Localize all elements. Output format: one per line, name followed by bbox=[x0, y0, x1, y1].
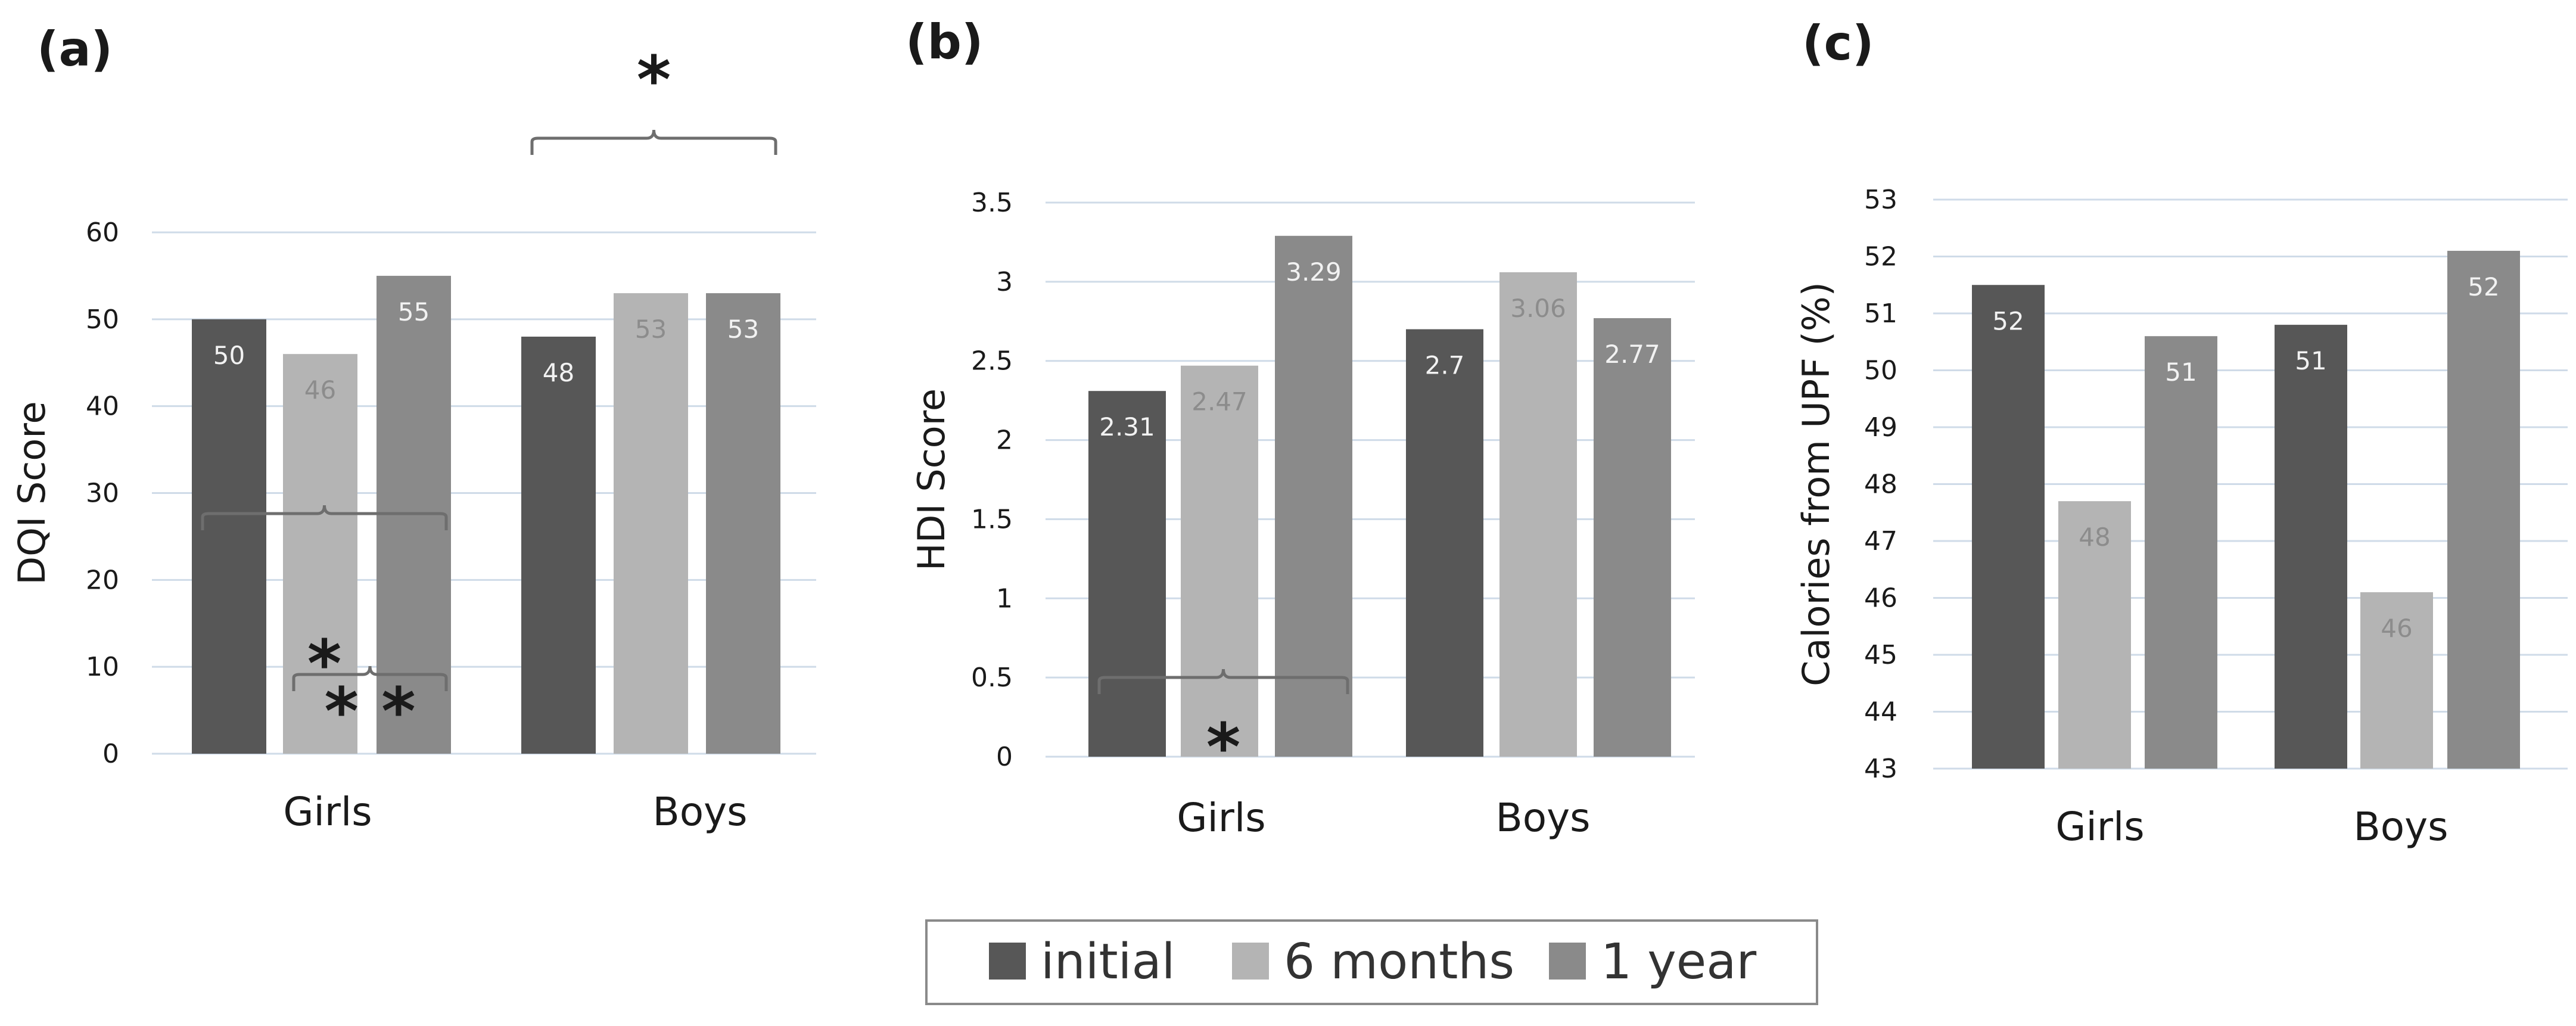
bar-6-months-girls bbox=[2058, 501, 2131, 769]
data-label: 2.31 bbox=[1099, 412, 1155, 442]
y-tick-label: 51 bbox=[1864, 299, 1897, 329]
significance-marker: * bbox=[637, 42, 671, 118]
y-tick-label: 48 bbox=[1864, 470, 1897, 500]
data-label: 46 bbox=[304, 375, 336, 405]
y-tick-label: 46 bbox=[1864, 583, 1897, 614]
data-label: 3.06 bbox=[1510, 294, 1566, 323]
y-tick-label: 3.5 bbox=[971, 188, 1013, 218]
significance-marker: * bbox=[307, 626, 342, 702]
panel-label: (c) bbox=[1802, 15, 1874, 71]
significance-bracket bbox=[292, 666, 448, 691]
bar-initial-boys bbox=[521, 337, 596, 754]
y-tick-label: 0 bbox=[996, 742, 1013, 772]
y-tick-label: 1 bbox=[996, 583, 1013, 614]
y-tick-label: 0 bbox=[102, 739, 119, 769]
y-tick-label: 2.5 bbox=[971, 346, 1013, 377]
bar-1-year-boys bbox=[2447, 250, 2520, 769]
data-label: 48 bbox=[2079, 523, 2110, 552]
y-axis-title: HDI Score bbox=[910, 388, 953, 571]
bar-1-year-boys bbox=[1594, 318, 1671, 757]
data-label: 53 bbox=[635, 315, 667, 344]
panel-a: (a) 0 10 20 30 40 50 60 DQI Score 50 48 46 53 55 53 Gir… bbox=[10, 21, 816, 835]
data-label: 48 bbox=[543, 358, 574, 387]
y-tick-label: 53 bbox=[1864, 185, 1897, 215]
legend: initial 6 months 1 year bbox=[925, 919, 1818, 1005]
bar-initial-boys bbox=[2275, 325, 2347, 769]
bar-6-months-boys bbox=[614, 293, 688, 754]
y-axis-title: DQI Score bbox=[10, 401, 54, 584]
category-label: Boys bbox=[1495, 795, 1590, 841]
y-tick-label: 43 bbox=[1864, 754, 1897, 784]
y-tick-label: 10 bbox=[86, 652, 119, 682]
bar-1-year-girls bbox=[2145, 336, 2217, 769]
significance-marker: * bbox=[1206, 709, 1241, 785]
y-tick-label: 45 bbox=[1864, 640, 1897, 670]
data-label: 46 bbox=[2381, 614, 2412, 643]
legend-swatch bbox=[1232, 943, 1269, 980]
data-label: 52 bbox=[2468, 272, 2499, 301]
bar-initial-girls bbox=[1972, 285, 2045, 769]
data-label: 55 bbox=[398, 297, 430, 327]
y-tick-label: 0.5 bbox=[971, 663, 1013, 693]
legend-swatch bbox=[989, 943, 1026, 980]
category-label: Boys bbox=[652, 789, 747, 835]
bar-6-months-girls bbox=[1181, 365, 1258, 757]
y-axis-title: Calories from UPF (%) bbox=[1794, 282, 1838, 686]
data-label: 53 bbox=[727, 315, 759, 344]
significance-bracket bbox=[1097, 669, 1349, 694]
category-label: Boys bbox=[2353, 804, 2448, 850]
significance-bracket bbox=[530, 129, 777, 155]
y-tick-label: 52 bbox=[1864, 242, 1897, 272]
category-label: Girls bbox=[283, 789, 372, 835]
data-label: 2.47 bbox=[1191, 387, 1247, 416]
y-tick-label: 50 bbox=[1864, 356, 1897, 386]
legend-box bbox=[925, 919, 1818, 1005]
category-label: Girls bbox=[1177, 795, 1265, 841]
legend-swatch bbox=[1549, 943, 1586, 980]
bar-6-months-boys bbox=[1499, 272, 1577, 757]
bar-initial-girls bbox=[192, 319, 266, 754]
data-label: 2.77 bbox=[1604, 340, 1660, 369]
legend-label: initial bbox=[1041, 934, 1175, 990]
y-tick-label: 44 bbox=[1864, 697, 1897, 727]
data-label: 2.7 bbox=[1425, 351, 1465, 380]
y-tick-label: 20 bbox=[86, 565, 119, 595]
data-label: 52 bbox=[1992, 306, 2024, 335]
panel-label: (a) bbox=[37, 21, 113, 77]
y-tick-label: 30 bbox=[86, 478, 119, 509]
y-tick-label: 60 bbox=[86, 217, 119, 248]
data-label: 50 bbox=[213, 341, 245, 370]
panel-c: (c) 43 44 45 46 47 48 49 50 51 52 53 Calories from U… bbox=[1794, 15, 2568, 850]
significance-bracket bbox=[201, 505, 448, 530]
bar-6-months-boys bbox=[2360, 592, 2433, 769]
y-tick-label: 3 bbox=[996, 267, 1013, 297]
category-label: Girls bbox=[2055, 804, 2144, 850]
y-tick-label: 49 bbox=[1864, 412, 1897, 443]
data-label: 51 bbox=[2165, 357, 2197, 387]
y-tick-label: 40 bbox=[86, 391, 119, 422]
panel-b: (b) 0 0.5 1 1.5 2 2.5 3 3.5 HDI Score 2.31 2.7 2.47 3… bbox=[906, 14, 1695, 841]
y-tick-label: 50 bbox=[86, 304, 119, 335]
bar-1-year-boys bbox=[706, 293, 780, 754]
bar-initial-boys bbox=[1406, 329, 1483, 757]
legend-label: 6 months bbox=[1284, 934, 1514, 990]
panel-label: (b) bbox=[906, 14, 983, 70]
y-tick-label: 1.5 bbox=[971, 504, 1013, 534]
data-label: 51 bbox=[2295, 346, 2326, 375]
bar-1-year-girls bbox=[1275, 235, 1352, 757]
significance-marker: * * bbox=[324, 673, 415, 750]
y-tick-label: 47 bbox=[1864, 526, 1897, 556]
data-label: 3.29 bbox=[1286, 257, 1342, 287]
y-tick-label: 2 bbox=[996, 425, 1013, 456]
bar-6-months-girls bbox=[283, 354, 357, 754]
bar-initial-girls bbox=[1088, 391, 1166, 757]
legend-label: 1 year bbox=[1601, 934, 1756, 990]
